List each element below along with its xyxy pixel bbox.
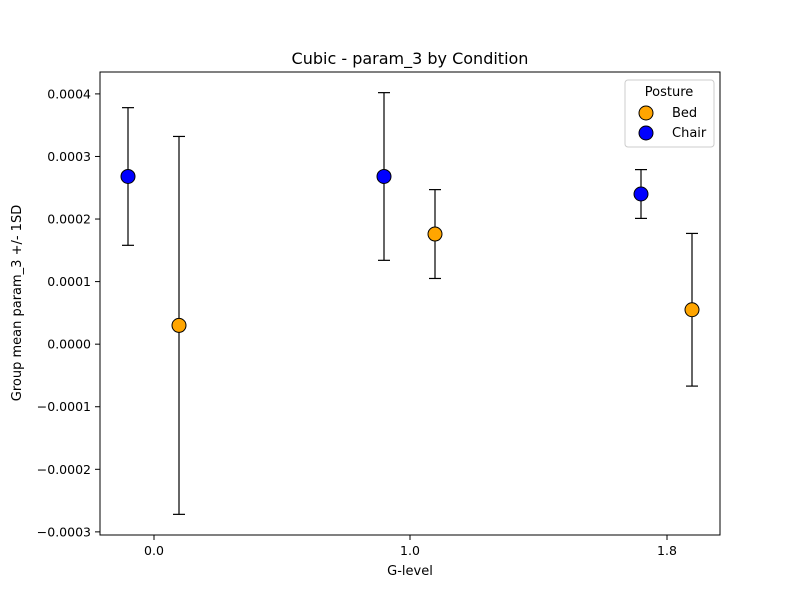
x-tick-label: 1.8 [657,543,677,558]
axes-frame [99,71,721,536]
data-point-chair [633,186,649,202]
legend-marker-bed [638,105,654,121]
y-tick-label: 0.0003 [47,149,91,164]
data-point-chair [120,168,136,184]
y-tick-label: 0.0000 [47,337,91,352]
x-tick-label: 0.0 [144,543,164,558]
legend: Posture Bed Chair [624,79,715,148]
x-tick-label: 1.0 [400,543,420,558]
data-point-bed [427,226,443,242]
data-point-bed [171,317,187,333]
legend-label-bed: Bed [672,106,697,121]
legend-label-chair: Chair [672,126,707,141]
y-tick-label: 0.0004 [47,86,91,101]
y-tick-label: 0.0002 [47,212,91,227]
y-axis-label: Group mean param_3 +/- 1SD [10,205,25,401]
legend-title: Posture [645,85,694,100]
chart-title: Cubic - param_3 by Condition [292,49,529,69]
data-point-chair [376,168,392,184]
x-axis-label: G-level [387,564,433,579]
y-tick-label: −0.0001 [37,399,91,414]
plot-area: −0.0003 −0.0002 −0.0001 0.0000 0.0001 0.0002 0… [37,71,721,558]
legend-marker-chair [638,125,654,141]
y-tick-label: −0.0002 [37,462,91,477]
y-tick-label: 0.0001 [47,274,91,289]
data-point-bed [684,302,700,318]
y-tick-label: −0.0003 [37,524,91,539]
